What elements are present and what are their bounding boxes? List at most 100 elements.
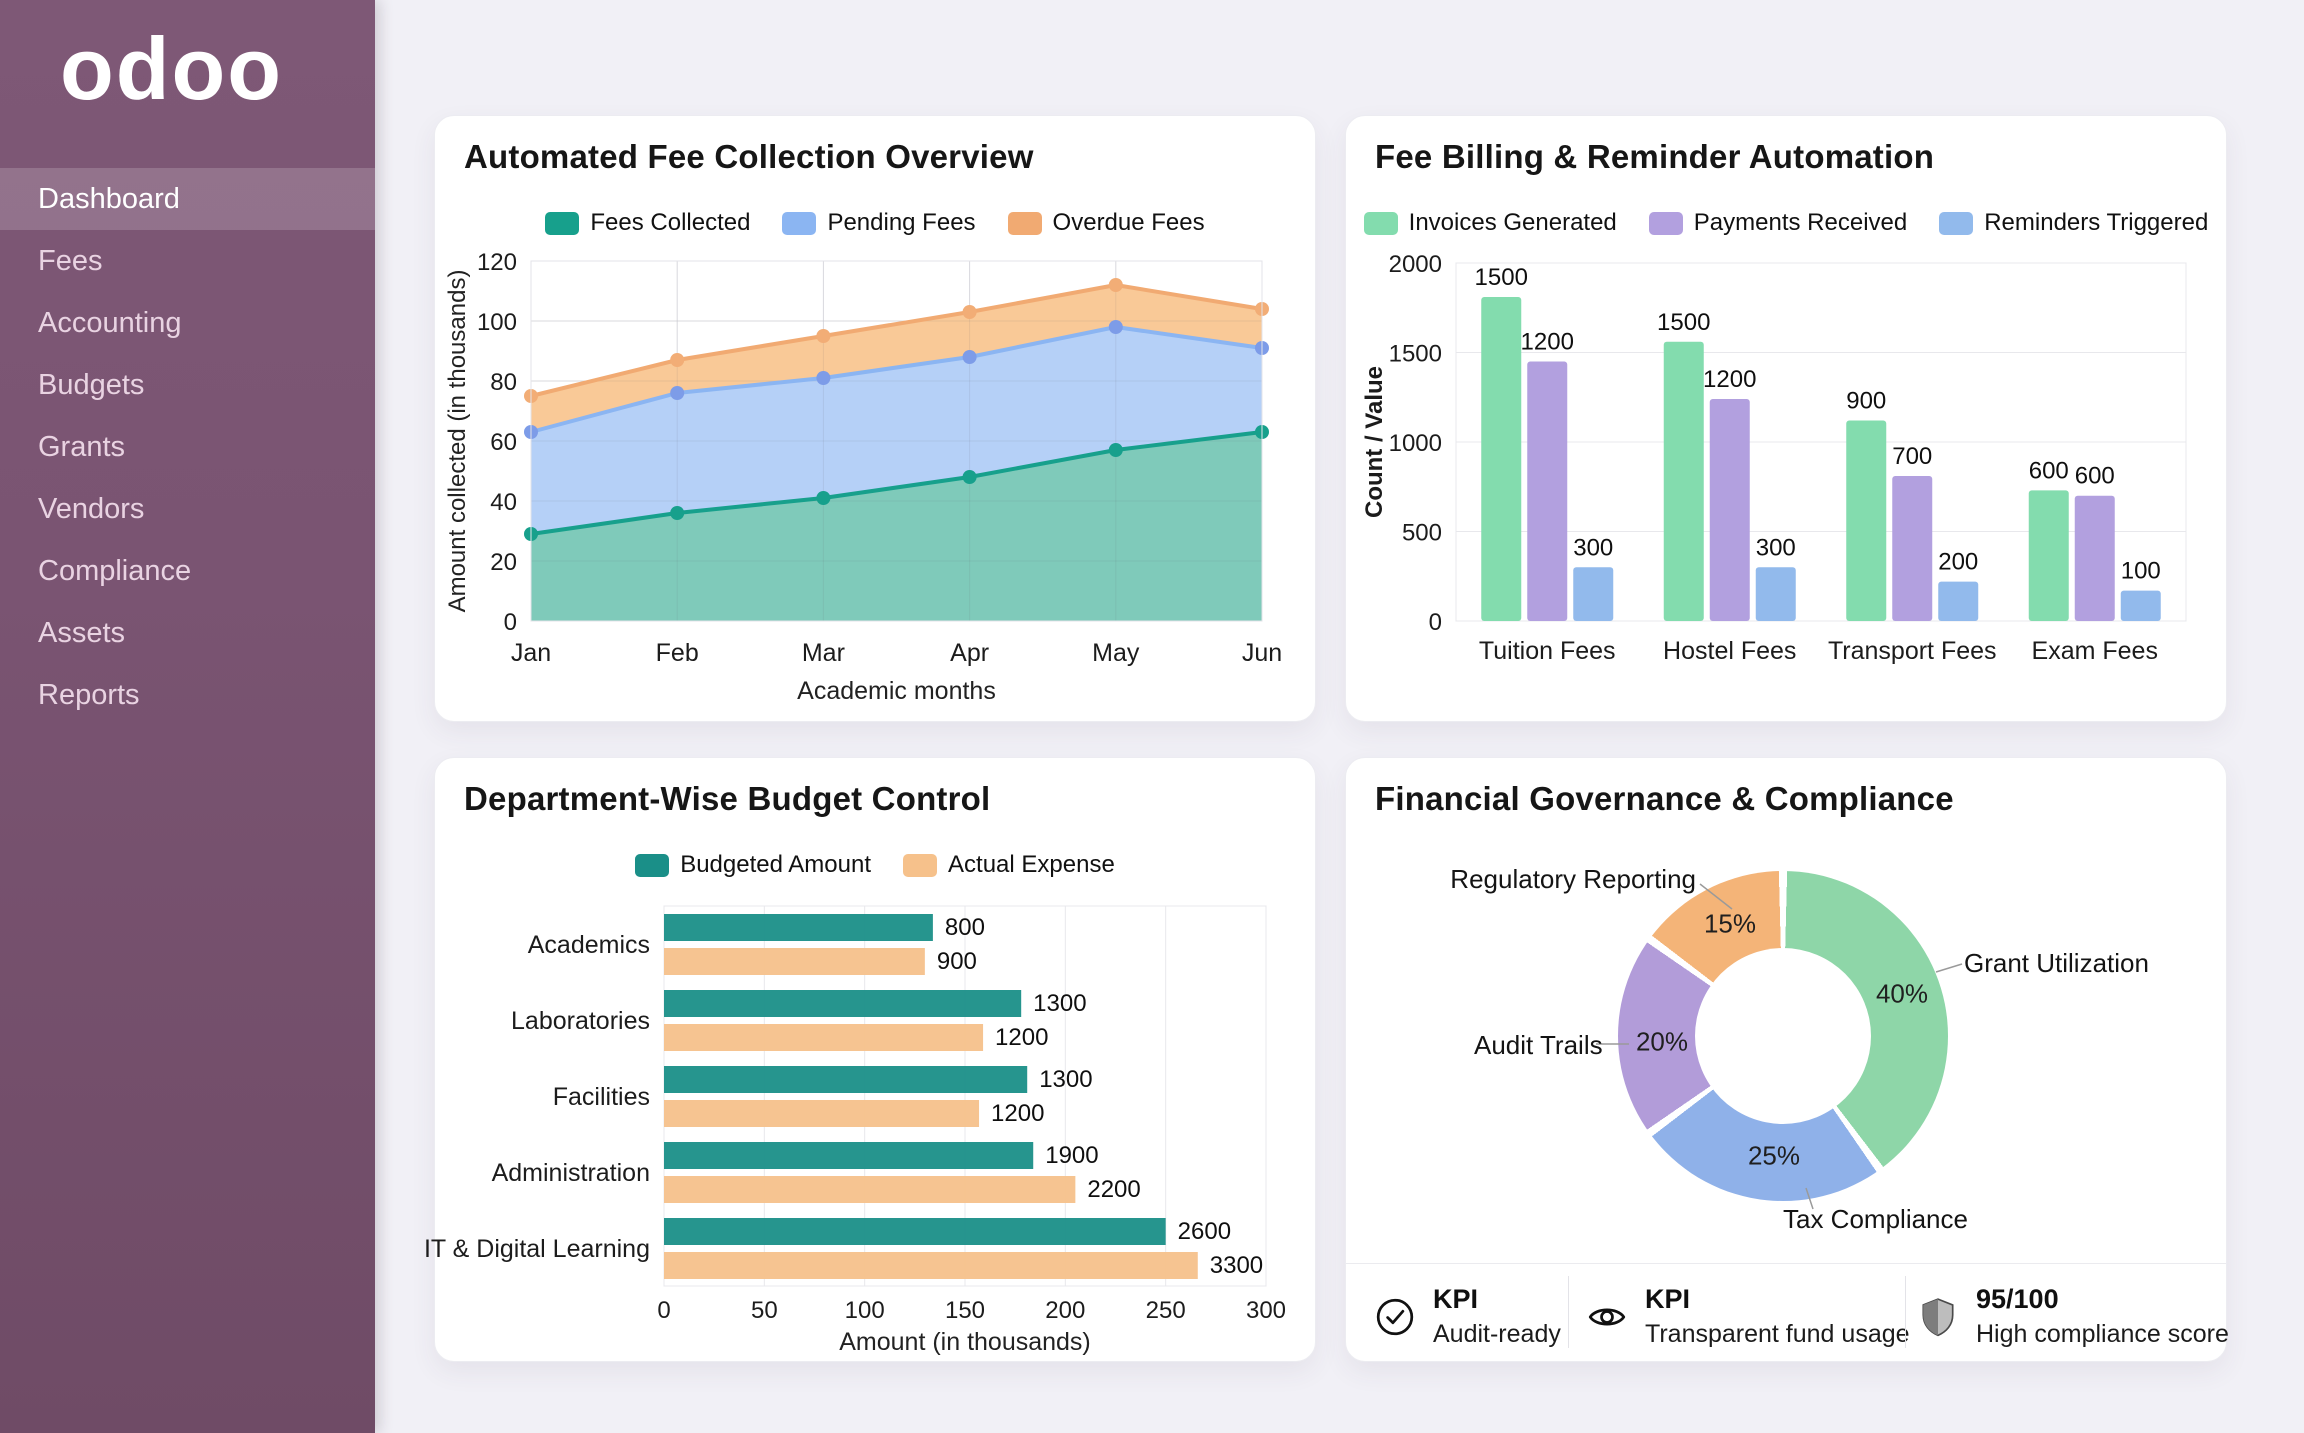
- bar-budgeted-amount-laboratories[interactable]: [664, 990, 1022, 1017]
- sidebar-item-vendors[interactable]: Vendors: [38, 493, 145, 525]
- sidebar-item-dashboard[interactable]: Dashboard: [0, 168, 375, 230]
- bar-invoices-generated-tuition-fees[interactable]: [1481, 297, 1522, 621]
- chart-legend: Budgeted Amount Actual Expense: [435, 848, 1315, 882]
- bar-budgeted-amount-facilities[interactable]: [664, 1066, 1028, 1093]
- bar-value-label: 1200: [1521, 328, 1574, 355]
- bar-budgeted-amount-it-digital-learning[interactable]: [664, 1218, 1166, 1245]
- donut-chart[interactable]: [1618, 871, 1948, 1201]
- sidebar-item-reports[interactable]: Reports: [38, 679, 140, 711]
- x-tick-label: Apr: [950, 639, 989, 667]
- y-tick-label: 0: [1429, 609, 1442, 636]
- bar-budgeted-amount-academics[interactable]: [664, 914, 933, 941]
- legend-swatch: [1007, 211, 1042, 235]
- legend-item-budgeted-amount[interactable]: Budgeted Amount: [635, 851, 871, 879]
- point-overdue-fees[interactable]: [1108, 278, 1123, 292]
- bar-invoices-generated-transport-fees[interactable]: [1846, 420, 1887, 621]
- bar-invoices-generated-hostel-fees[interactable]: [1663, 341, 1704, 621]
- legend-item-actual-expense[interactable]: Actual Expense: [903, 851, 1115, 879]
- area-fees-collected[interactable]: [531, 432, 1262, 621]
- legend-item-fees-collected[interactable]: Fees Collected: [545, 209, 750, 237]
- point-pending-fees[interactable]: [962, 350, 977, 364]
- bar-actual-expense-it-digital-learning[interactable]: [664, 1252, 1198, 1279]
- bar-value-label: 1200: [995, 1024, 1048, 1051]
- sidebar-item-grants[interactable]: Grants: [38, 431, 126, 463]
- bar-actual-expense-facilities[interactable]: [664, 1100, 980, 1127]
- bar-reminders-triggered-transport-fees[interactable]: [1938, 581, 1979, 621]
- x-category-label: Hostel Fees: [1663, 637, 1796, 665]
- bar-reminders-triggered-tuition-fees[interactable]: [1573, 567, 1614, 621]
- line-pending-fees[interactable]: [529, 325, 1264, 434]
- kpi-subtitle: High compliance score: [1976, 1320, 2229, 1349]
- y-tick-label: 20: [490, 549, 517, 576]
- bar-actual-expense-academics[interactable]: [664, 948, 925, 975]
- line-fees-collected[interactable]: [529, 430, 1264, 536]
- sidebar-nav: Dashboard Fees Accounting Budgets Grants Vend…: [0, 168, 375, 726]
- sidebar-item-accounting[interactable]: Accounting: [38, 307, 182, 339]
- check-circle-icon: [1376, 1298, 1414, 1335]
- point-fees-collected[interactable]: [962, 470, 977, 484]
- bar-value-label: 2200: [1087, 1176, 1140, 1203]
- legend-swatch: [1363, 211, 1398, 235]
- legend-label: Budgeted Amount: [680, 851, 872, 878]
- bar-invoices-generated-exam-fees[interactable]: [2028, 490, 2069, 621]
- bar-payments-received-exam-fees[interactable]: [2074, 495, 2115, 621]
- bar-payments-received-hostel-fees[interactable]: [1709, 399, 1750, 621]
- line-overdue-fees[interactable]: [529, 283, 1264, 398]
- sidebar-item-budgets[interactable]: Budgets: [38, 369, 145, 401]
- y-tick-label: 80: [490, 369, 517, 396]
- legend-item-pending-fees[interactable]: Pending Fees: [782, 209, 976, 237]
- bar-value-label: 600: [2075, 463, 2115, 490]
- y-category-label: IT & Digital Learning: [424, 1235, 650, 1263]
- bar-value-label: 900: [1846, 388, 1886, 415]
- bar-value-label: 900: [937, 948, 977, 975]
- point-fees-collected[interactable]: [670, 506, 685, 520]
- bar-value-label: 2600: [1178, 1218, 1231, 1245]
- kpi-subtitle: Audit-ready: [1433, 1320, 1561, 1349]
- chart-legend: Invoices Generated Payments Received Remin…: [1346, 206, 2226, 240]
- y-tick-label: 0: [504, 609, 517, 636]
- legend-swatch: [1648, 211, 1683, 235]
- legend-item-overdue-fees[interactable]: Overdue Fees: [1007, 209, 1205, 237]
- point-overdue-fees[interactable]: [670, 353, 685, 367]
- legend-label: Reminders Triggered: [1984, 209, 2209, 236]
- point-overdue-fees[interactable]: [816, 329, 831, 343]
- point-pending-fees[interactable]: [670, 386, 685, 400]
- x-category-label: Exam Fees: [2032, 637, 2158, 665]
- sidebar-item-assets[interactable]: Assets: [38, 617, 126, 649]
- x-category-label: Transport Fees: [1828, 637, 1997, 665]
- x-tick-label: May: [1092, 639, 1140, 667]
- point-pending-fees[interactable]: [816, 371, 831, 385]
- y-category-label: Administration: [492, 1159, 650, 1187]
- sidebar-item-fees[interactable]: Fees: [38, 245, 103, 277]
- point-fees-collected[interactable]: [816, 491, 831, 505]
- y-tick-label: 500: [1402, 520, 1442, 547]
- sidebar-item-compliance[interactable]: Compliance: [38, 555, 192, 587]
- legend-swatch: [635, 853, 670, 877]
- bar-value-label: 1500: [1657, 309, 1710, 336]
- legend-label: Pending Fees: [827, 209, 976, 236]
- y-category-label: Laboratories: [511, 1007, 650, 1035]
- bar-reminders-triggered-hostel-fees[interactable]: [1755, 567, 1796, 621]
- bar-reminders-triggered-exam-fees[interactable]: [2120, 590, 2161, 621]
- legend-label: Payments Received: [1693, 209, 1908, 236]
- point-pending-fees[interactable]: [1108, 320, 1123, 334]
- legend-swatch: [545, 211, 580, 235]
- point-overdue-fees[interactable]: [962, 305, 977, 319]
- legend-item-reminders-triggered[interactable]: Reminders Triggered: [1939, 209, 2208, 237]
- legend-item-invoices-generated[interactable]: Invoices Generated: [1363, 209, 1617, 237]
- bar-payments-received-transport-fees[interactable]: [1892, 476, 1933, 621]
- x-tick-label: Jun: [1242, 639, 1282, 667]
- legend-swatch: [782, 211, 817, 235]
- x-tick-label: 100: [845, 1297, 885, 1324]
- x-tick-label: Jan: [511, 639, 551, 667]
- legend-item-payments-received[interactable]: Payments Received: [1648, 209, 1908, 237]
- bar-payments-received-tuition-fees[interactable]: [1527, 361, 1568, 621]
- kpi-audit-ready: KPI Audit-ready: [1374, 1284, 1561, 1349]
- legend-label: Fees Collected: [590, 209, 751, 236]
- legend-label: Invoices Generated: [1408, 209, 1617, 236]
- x-tick-label: 150: [945, 1297, 985, 1324]
- point-fees-collected[interactable]: [1108, 443, 1123, 457]
- bar-actual-expense-laboratories[interactable]: [664, 1024, 984, 1051]
- bar-actual-expense-administration[interactable]: [664, 1176, 1076, 1203]
- bar-budgeted-amount-administration[interactable]: [664, 1142, 1034, 1169]
